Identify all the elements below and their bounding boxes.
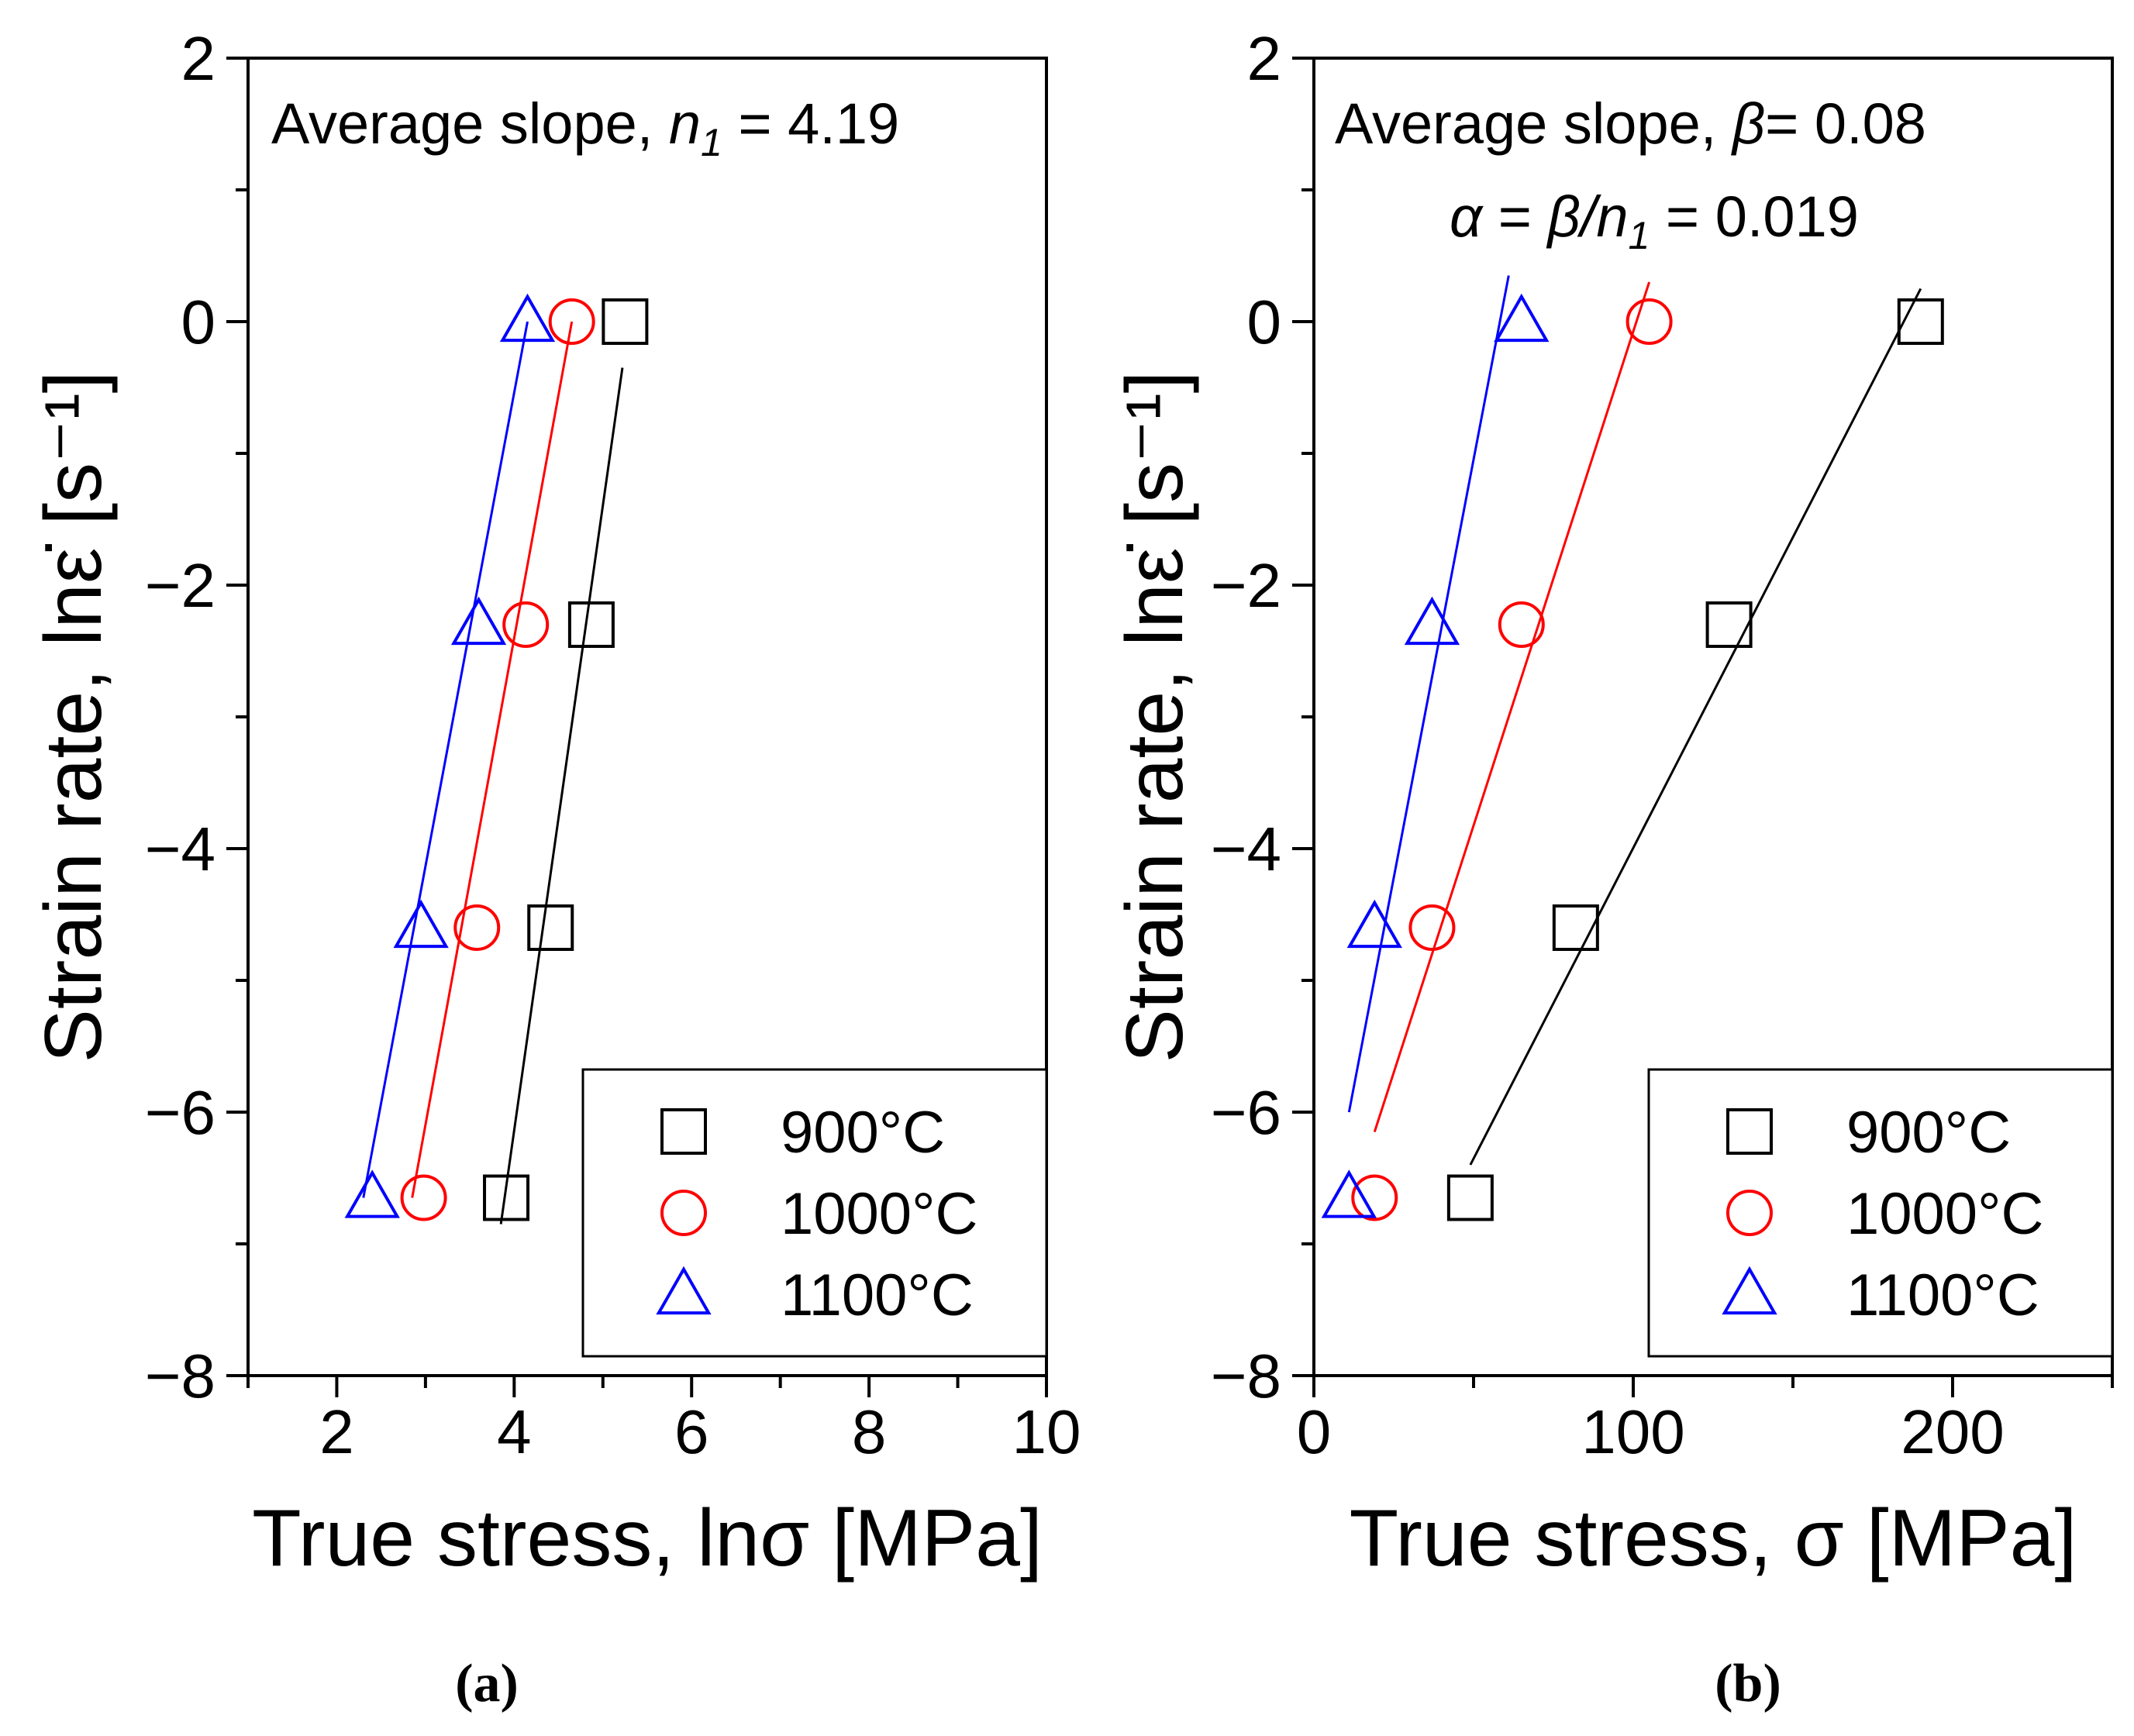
legend-label-series-0: 900°C: [781, 1100, 945, 1166]
panel-label-b: (b): [1715, 1654, 1781, 1714]
fit-line-series-2: [1347, 275, 1510, 1113]
data-point-series-2: [1346, 899, 1402, 949]
x-axis-label: True stress, σ [MPa]: [1350, 1493, 2077, 1583]
legend: 900°C 1000°C 1100°C: [1647, 1068, 2114, 1358]
data-point-series-0: [1552, 904, 1599, 951]
y-tick-label: −6: [1211, 1078, 1281, 1147]
legend-marker-series-1: [660, 1190, 707, 1236]
y-tick-label: −2: [1211, 551, 1281, 620]
legend-items: 900°C 1000°C 1100°C: [656, 1100, 977, 1328]
legend-marker-series-0: [1726, 1108, 1773, 1155]
fit-line-series-0: [499, 367, 624, 1224]
panel-b: 0 100 200 −8 −6 −4 −2 0 2 Average slope, β= 0.08…: [1110, 24, 2114, 1714]
annotation-alpha: α = β/n1 = 0.019: [1450, 184, 1859, 257]
y-tick-label: 2: [181, 24, 216, 93]
legend-label-series-1: 1000°C: [781, 1181, 977, 1247]
data-point-series-1: [1625, 298, 1673, 345]
y-tick-label: 0: [181, 288, 216, 356]
data-point-series-2: [1321, 1169, 1377, 1218]
panel-a: 2 4 6 8 10 −8 −6 −4 −2 0 2 Average slope, n1 = 4.1…: [29, 24, 1081, 1714]
y-tick-label: −8: [145, 1342, 215, 1410]
data-point-series-0: [1897, 298, 1944, 345]
annotation-slope: Average slope, β= 0.08: [1335, 91, 1926, 156]
y-axis-label: Strain rate, lnε̇ [s⁻¹]: [29, 370, 119, 1063]
legend-label-series-2: 1100°C: [1846, 1262, 2039, 1328]
legend-label-series-0: 900°C: [1846, 1100, 2011, 1166]
data-point-series-2: [393, 899, 449, 949]
data-point-series-1: [548, 298, 595, 345]
data-point-series-0: [602, 298, 649, 345]
x-tick-label: 0: [1297, 1397, 1332, 1466]
legend-marker-series-0: [660, 1108, 707, 1155]
legend-marker-series-2: [656, 1266, 712, 1315]
fit-line-series-1: [1373, 281, 1651, 1132]
data-point-series-0: [483, 1174, 530, 1221]
data-point-series-1: [1351, 1174, 1398, 1221]
x-tick-label: 6: [674, 1397, 709, 1466]
legend-label-series-1: 1000°C: [1846, 1181, 2043, 1247]
data-point-series-2: [499, 293, 556, 343]
panel-label-a: (a): [455, 1654, 519, 1714]
data-point-series-1: [400, 1174, 447, 1221]
y-tick-label: −6: [145, 1078, 215, 1147]
data-point-series-2: [1404, 596, 1460, 646]
data-point-series-1: [453, 904, 501, 951]
fit-line-series-1: [411, 321, 574, 1198]
tick-layer: 2 4 6 8 10 −8 −6 −4 −2 0 2: [145, 24, 1081, 1466]
y-tick-label: 2: [1247, 24, 1282, 93]
data-point-series-2: [1494, 293, 1550, 343]
y-tick-label: −8: [1211, 1342, 1281, 1410]
fit-line-series-2: [362, 321, 529, 1198]
legend-marker-series-1: [1726, 1190, 1773, 1236]
x-tick-label: 2: [319, 1397, 354, 1466]
data-layer: [344, 293, 649, 1224]
data-point-series-0: [567, 601, 615, 648]
y-tick-label: −2: [145, 551, 215, 620]
data-point-series-2: [344, 1169, 400, 1218]
x-tick-label: 200: [1901, 1397, 2004, 1466]
x-tick-label: 8: [852, 1397, 887, 1466]
fit-line-series-0: [1469, 288, 1922, 1166]
y-tick-label: 0: [1247, 288, 1282, 356]
legend-label-series-2: 1100°C: [781, 1262, 974, 1328]
data-point-series-0: [527, 904, 574, 951]
y-axis-label: Strain rate, lnε̇ [s⁻¹]: [1110, 370, 1200, 1063]
x-tick-label: 100: [1581, 1397, 1684, 1466]
legend-marker-series-2: [1722, 1266, 1777, 1315]
data-point-series-0: [1705, 601, 1753, 648]
y-tick-label: −4: [1211, 815, 1281, 884]
y-tick-label: −4: [145, 815, 215, 884]
data-point-series-0: [1446, 1174, 1494, 1221]
annotation-slope: Average slope, n1 = 4.19: [271, 91, 899, 164]
x-tick-label: 4: [497, 1397, 532, 1466]
legend: 900°C 1000°C 1100°C: [581, 1068, 1048, 1358]
tick-layer: 0 100 200 −8 −6 −4 −2 0 2: [1211, 24, 2114, 1466]
data-point-series-1: [502, 601, 550, 648]
x-tick-label: 10: [1012, 1397, 1081, 1466]
legend-items: 900°C 1000°C 1100°C: [1722, 1100, 2043, 1328]
data-point-series-2: [450, 596, 507, 646]
x-axis-label: True stress, lnσ [MPa]: [252, 1493, 1043, 1583]
data-point-series-1: [1498, 601, 1545, 648]
data-layer: [1321, 275, 1944, 1221]
data-point-series-1: [1408, 904, 1456, 951]
